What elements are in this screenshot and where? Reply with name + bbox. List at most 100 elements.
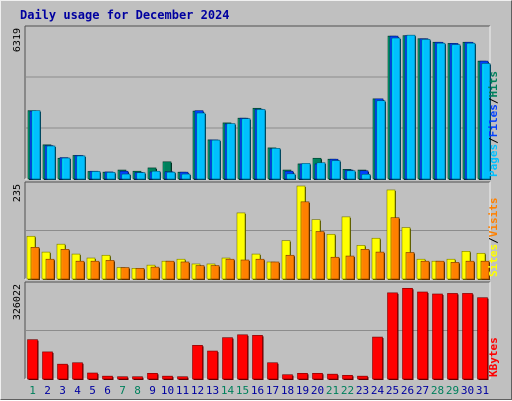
- panel-sites-visits: 235 Sites/Visits: [12, 181, 500, 280]
- bar-pages-day-6: [106, 172, 116, 180]
- x-tick-label: 6: [104, 384, 111, 397]
- bar-visits-day-24: [375, 251, 385, 280]
- legend-item-sites: Sites: [487, 244, 500, 277]
- bar-kbytes-day-8: [132, 376, 143, 380]
- x-tick-label: 5: [89, 384, 96, 397]
- x-tick-label: 14: [221, 384, 235, 397]
- x-tick-label: 24: [371, 384, 385, 397]
- bar-pages-day-13: [211, 139, 221, 180]
- bar-kbytes-day-11: [177, 376, 188, 380]
- y-max-label: 6319: [12, 28, 23, 52]
- bar-visits-day-6: [105, 260, 115, 280]
- legend-separator: /: [487, 97, 500, 104]
- bar-visits-day-20: [315, 231, 325, 280]
- bar-pages-day-24: [376, 100, 386, 180]
- bar-kbytes-day-10: [162, 375, 173, 380]
- bar-visits-day-29: [450, 262, 460, 280]
- x-tick-label: 30: [461, 384, 474, 397]
- x-tick-label: 22: [341, 384, 354, 397]
- x-tick-label: 4: [74, 384, 81, 397]
- x-tick-label: 11: [176, 384, 189, 397]
- bar-pages-day-4: [76, 155, 86, 180]
- bar-pages-day-17: [271, 148, 281, 180]
- x-tick-label: 20: [311, 384, 324, 397]
- legend-separator: /: [487, 137, 500, 144]
- bar-visits-day-4: [75, 260, 85, 280]
- legend: KBytes: [487, 337, 500, 377]
- bar-visits-day-18: [285, 254, 295, 280]
- bar-pages-day-29: [451, 44, 461, 180]
- x-tick-label: 15: [236, 384, 249, 397]
- legend-separator: /: [487, 237, 500, 244]
- bar-kbytes-day-13: [207, 350, 218, 380]
- bar-visits-day-25: [390, 217, 400, 280]
- bar-visits-day-21: [330, 256, 340, 280]
- x-tick-label: 21: [326, 384, 339, 397]
- bar-pages-day-1: [31, 110, 41, 180]
- bar-kbytes-day-6: [102, 375, 113, 380]
- bar-visits-day-8: [135, 268, 145, 280]
- x-tick-label: 25: [386, 384, 399, 397]
- legend-item-files: Files: [487, 104, 500, 137]
- x-tick-label: 28: [431, 384, 444, 397]
- bar-visits-day-17: [270, 261, 280, 280]
- bar-pages-day-11: [181, 173, 191, 180]
- bar-visits-day-19: [300, 201, 310, 280]
- bar-pages-day-15: [241, 118, 251, 180]
- bar-pages-day-9: [151, 170, 161, 180]
- bar-visits-day-12: [195, 265, 205, 280]
- x-tick-label: 7: [119, 384, 126, 397]
- bar-visits-day-15: [240, 259, 250, 280]
- x-tick-label: 3: [59, 384, 66, 397]
- bar-visits-day-16: [255, 258, 265, 280]
- y-max-label: 326022: [12, 284, 23, 320]
- bar-visits-day-11: [180, 261, 190, 280]
- bar-pages-day-10: [166, 171, 176, 180]
- x-tick-label: 17: [266, 384, 279, 397]
- x-tick-label: 1: [29, 384, 36, 397]
- x-tick-label: 19: [296, 384, 309, 397]
- legend-item-visits: Visits: [487, 198, 500, 238]
- x-tick-label: 16: [251, 384, 264, 397]
- x-tick-label: 13: [206, 384, 219, 397]
- x-tick-label: 10: [161, 384, 174, 397]
- bar-kbytes-day-30: [462, 293, 473, 380]
- bar-kbytes-day-7: [117, 376, 128, 380]
- x-tick-label: 27: [416, 384, 429, 397]
- bar-pages-day-8: [136, 172, 146, 180]
- bar-kbytes-day-29: [447, 293, 458, 380]
- bar-pages-day-3: [61, 157, 71, 180]
- bar-kbytes-day-20: [312, 372, 323, 380]
- x-tick-label: 23: [356, 384, 369, 397]
- bar-pages-day-16: [256, 109, 266, 180]
- bar-pages-day-30: [466, 42, 476, 180]
- bar-pages-day-28: [436, 42, 446, 180]
- bar-kbytes-day-26: [402, 287, 413, 380]
- x-tick-label: 26: [401, 384, 414, 397]
- bar-kbytes-day-15: [237, 334, 248, 380]
- bar-kbytes-day-3: [57, 363, 68, 380]
- bar-visits-day-14: [225, 258, 235, 280]
- bar-visits-day-26: [405, 252, 415, 280]
- bar-pages-day-14: [226, 123, 236, 180]
- bar-kbytes-day-12: [192, 345, 203, 380]
- bar-visits-day-31: [480, 260, 490, 280]
- bar-visits-day-27: [420, 260, 430, 280]
- bar-visits-day-1: [30, 247, 40, 280]
- bar-visits-day-23: [360, 249, 370, 280]
- x-tick-label: 9: [149, 384, 156, 397]
- bar-visits-day-5: [90, 260, 100, 280]
- bar-kbytes-day-16: [252, 335, 263, 380]
- bar-pages-day-25: [391, 37, 401, 180]
- bar-pages-day-19: [301, 163, 311, 180]
- x-tick-label: 2: [44, 384, 51, 397]
- bar-pages-day-18: [286, 173, 296, 180]
- bar-pages-day-31: [481, 63, 491, 180]
- bar-kbytes-day-4: [72, 362, 83, 380]
- bar-visits-day-28: [435, 260, 445, 280]
- bar-visits-day-30: [465, 260, 475, 280]
- bar-visits-day-3: [60, 249, 70, 280]
- x-tick-label: 12: [191, 384, 204, 397]
